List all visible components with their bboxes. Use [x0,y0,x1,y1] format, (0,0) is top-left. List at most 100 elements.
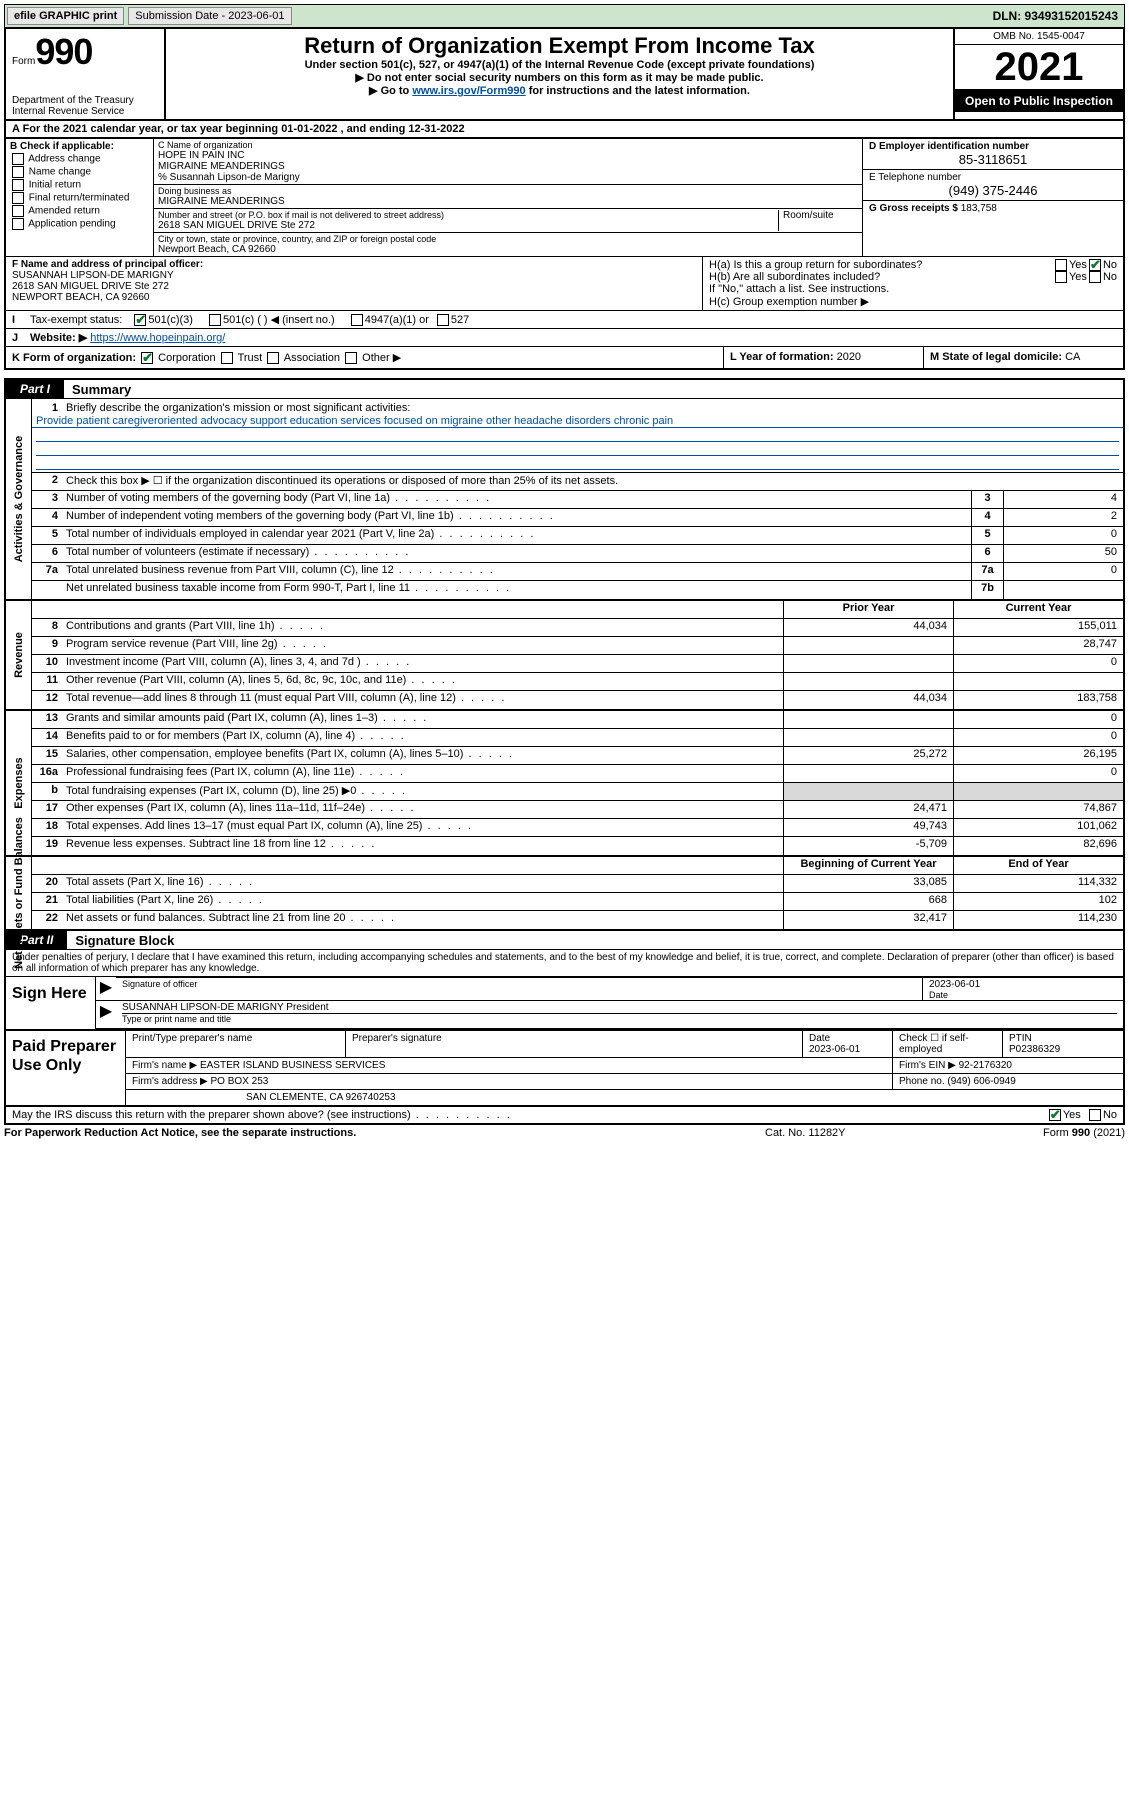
ptin: P02386329 [1009,1044,1060,1055]
l-year: L Year of formation: 2020 [723,347,923,368]
chk-initial-return[interactable]: Initial return [10,179,149,191]
irs-link[interactable]: www.irs.gov/Form990 [412,85,525,97]
firm-addr-lbl: Firm's address ▶ [132,1076,208,1087]
c-dba: MIGRAINE MEANDERINGS [158,196,858,207]
chk-amended[interactable]: Amended return [10,205,149,217]
part1-num: Part I [6,380,64,398]
f-addr1: 2618 SAN MIGUEL DRIVE Ste 272 [12,281,169,292]
i-4947[interactable] [351,314,363,326]
paid-h2: Preparer's signature [346,1031,803,1057]
summary-row: 13Grants and similar amounts paid (Part … [32,711,1123,729]
chk-final-return[interactable]: Final return/terminated [10,192,149,204]
summary-row: 18Total expenses. Add lines 13–17 (must … [32,819,1123,837]
k-form-org: K Form of organization: Corporation Trus… [6,347,723,368]
col-h-group: H(a) Is this a group return for subordin… [703,257,1123,310]
form-id-block: Form990 Department of the Treasury Inter… [6,29,166,119]
hb-yes[interactable] [1055,271,1067,283]
summary-row: 6Total number of volunteers (estimate if… [32,545,1123,563]
signature-block: Under penalties of perjury, I declare th… [4,950,1125,1107]
form-ref: Form 990 (2021) [965,1127,1125,1139]
submission-date: Submission Date - 2023-06-01 [128,7,291,25]
g-gross: 183,758 [961,203,997,214]
summary-row: 12Total revenue—add lines 8 through 11 (… [32,691,1123,709]
org-info-block: B Check if applicable: Address change Na… [4,139,1125,257]
form-title: Return of Organization Exempt From Incom… [174,33,945,59]
summary-row: 5Total number of individuals employed in… [32,527,1123,545]
k-assoc[interactable] [267,352,279,364]
summary-row: bTotal fundraising expenses (Part IX, co… [32,783,1123,801]
ssn-warning: ▶ Do not enter social security numbers o… [174,71,945,84]
hdr-current-year: Current Year [953,601,1123,618]
k-label: K Form of organization: [12,352,136,364]
c-street-label: Number and street (or P.O. box if mail i… [158,210,778,220]
sign-here: Sign Here [6,977,96,1029]
e-phone-label: E Telephone number [869,172,1117,183]
firm-ein-lbl: Firm's EIN ▶ [899,1060,956,1071]
summary-row: 11Other revenue (Part VIII, column (A), … [32,673,1123,691]
summary-row: 14Benefits paid to or for members (Part … [32,729,1123,747]
k-trust[interactable] [221,352,233,364]
form-number: 990 [35,31,92,72]
sig-officer-lbl: Signature of officer [122,979,197,989]
cat-no: Cat. No. 11282Y [765,1127,965,1139]
firm-ein: 92-2176320 [959,1060,1012,1071]
goto-prefix: ▶ Go to [369,85,412,97]
firm-phone: (949) 606-0949 [947,1076,1015,1087]
sect-activities: Activities & Governance 1Briefly describ… [4,399,1125,601]
discuss-no[interactable] [1089,1109,1101,1121]
c-city-label: City or town, state or province, country… [158,234,858,244]
part2-header: Part II Signature Block [4,931,1125,950]
i-501c[interactable] [209,314,221,326]
page-footer: For Paperwork Reduction Act Notice, see … [4,1125,1125,1141]
topbar: efile GRAPHIC print Submission Date - 20… [4,4,1125,28]
hb-no[interactable] [1089,271,1101,283]
summary-row: 21Total liabilities (Part X, line 26)668… [32,893,1123,911]
chk-address-change[interactable]: Address change [10,153,149,165]
firm-addr2: SAN CLEMENTE, CA 926740253 [126,1090,1123,1105]
paid-date: 2023-06-01 [809,1044,860,1055]
vlabel-ag: Activities & Governance [6,399,32,599]
form-title-block: Return of Organization Exempt From Incom… [166,29,953,119]
c-room-label: Room/suite [778,210,858,231]
chk-name-change[interactable]: Name change [10,166,149,178]
row-i: I Tax-exempt status: 501(c)(3) 501(c) ( … [4,311,1125,329]
efile-print-button[interactable]: efile GRAPHIC print [7,7,124,25]
ha-no[interactable] [1089,259,1101,271]
summary-row: 4Number of independent voting members of… [32,509,1123,527]
k-other[interactable] [345,352,357,364]
summary-row: 9Program service revenue (Part VIII, lin… [32,637,1123,655]
c-street: 2618 SAN MIGUEL DRIVE Ste 272 [158,220,778,231]
g-gross-label: G Gross receipts $ [869,203,958,214]
paid-h3: Date [809,1033,830,1044]
c-org-name: HOPE IN PAIN INC MIGRAINE MEANDERINGS [158,150,858,172]
f-officer-name: SUSANNAH LIPSON-DE MARIGNY [12,270,174,281]
dln: DLN: 93493152015243 [993,9,1124,23]
k-corp[interactable] [141,352,153,364]
penalty-text: Under penalties of perjury, I declare th… [6,950,1123,977]
officer-name-title: SUSANNAH LIPSON-DE MARIGNY President [122,1002,1117,1013]
hb-label: H(b) Are all subordinates included? [709,271,1053,283]
summary-row: 7aTotal unrelated business revenue from … [32,563,1123,581]
summary-row: 3Number of voting members of the governi… [32,491,1123,509]
l1-mission: Provide patient caregiveroriented advoca… [32,415,1123,428]
f-addr2: NEWPORT BEACH, CA 92660 [12,292,149,303]
ha-label: H(a) Is this a group return for subordin… [709,259,1053,271]
i-501c3[interactable] [134,314,146,326]
i-527[interactable] [437,314,449,326]
discuss-q: May the IRS discuss this return with the… [12,1109,1047,1121]
summary-row: Net unrelated business taxable income fr… [32,581,1123,599]
discuss-yes[interactable] [1049,1109,1061,1121]
firm-addr1: PO BOX 253 [211,1076,269,1087]
row-j: J Website: ▶ https://www.hopeinpain.org/ [4,329,1125,347]
officer-group-block: F Name and address of principal officer:… [4,257,1125,311]
hdr-prior-year: Prior Year [783,601,953,618]
chk-app-pending[interactable]: Application pending [10,218,149,230]
e-phone: (949) 375-2446 [869,183,1117,198]
c-dba-label: Doing business as [158,186,858,196]
paid-h1: Print/Type preparer's name [126,1031,346,1057]
ha-yes[interactable] [1055,259,1067,271]
type-name-lbl: Type or print name and title [122,1013,1117,1024]
open-to-public: Open to Public Inspection [955,90,1123,112]
tax-period: A For the 2021 calendar year, or tax yea… [4,121,1125,139]
website-link[interactable]: https://www.hopeinpain.org/ [90,332,225,344]
